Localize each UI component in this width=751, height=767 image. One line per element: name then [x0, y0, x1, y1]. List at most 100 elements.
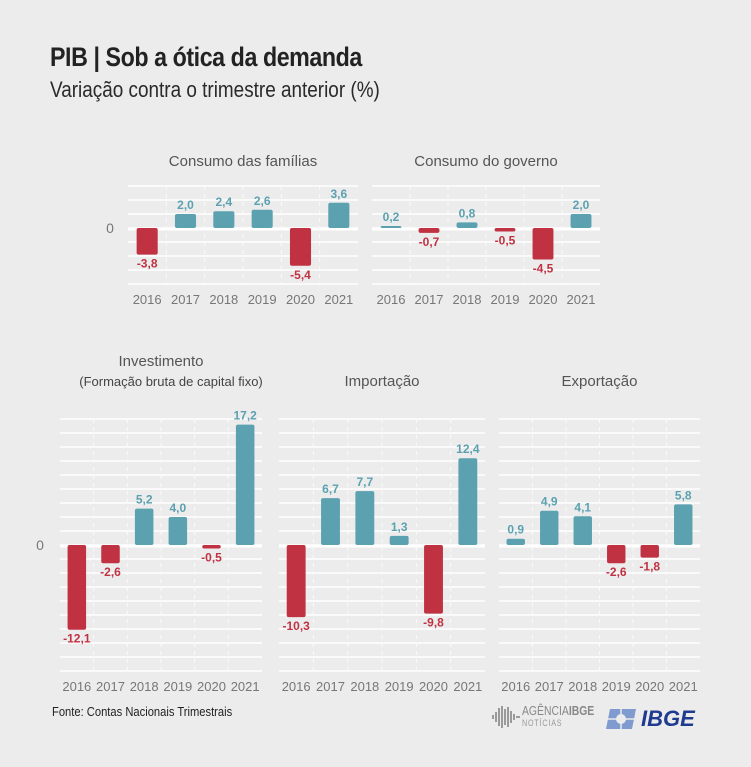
- bar-2019: [494, 228, 516, 232]
- bar-2017: [418, 228, 440, 233]
- data-label-2016: -10,3: [282, 619, 310, 633]
- source-note: Fonte: Contas Nacionais Trimestrais: [52, 704, 233, 719]
- data-label-2021: 17,2: [233, 409, 257, 423]
- data-label-2020: -9,8: [423, 616, 444, 630]
- panel-title: Investimento: [118, 353, 203, 370]
- data-label-2019: 2,6: [254, 194, 271, 208]
- x-tick-2016: 2016: [133, 292, 162, 307]
- chart-subtitle: Variação contra o trimestre anterior (%): [50, 77, 380, 102]
- agencia-label: AGÊNCIA: [522, 703, 569, 718]
- x-tick-2016: 2016: [501, 679, 530, 694]
- data-label-2016: 0,2: [383, 210, 400, 224]
- bar-2017: [174, 214, 197, 228]
- data-label-2016: 0,9: [507, 523, 524, 537]
- x-tick-2019: 2019: [163, 679, 192, 694]
- bar-2016: [380, 226, 402, 228]
- data-label-2018: 5,2: [136, 493, 153, 507]
- data-label-2017: -0,7: [419, 235, 440, 249]
- agencia-ibge-logo: AGÊNCIAIBGE NOTÍCIAS: [492, 704, 612, 730]
- ibge-wordmark: IBGE: [641, 706, 695, 731]
- bar-2016: [286, 545, 306, 618]
- chart-title: PIB | Sob a ótica da demanda: [50, 42, 362, 72]
- bar-2017: [101, 545, 120, 564]
- data-label-2017: 6,7: [322, 482, 339, 496]
- bar-2020: [424, 545, 443, 614]
- x-tick-2020: 2020: [635, 679, 664, 694]
- data-label-2017: 4,9: [541, 495, 558, 509]
- data-label-2016: -3,8: [137, 257, 158, 271]
- panel-title: Importação: [344, 373, 419, 390]
- bar-2020: [532, 228, 554, 260]
- data-label-2020: -5,4: [290, 268, 311, 282]
- x-tick-2021: 2021: [453, 679, 482, 694]
- bar-2018: [456, 222, 478, 228]
- x-tick-2021: 2021: [669, 679, 698, 694]
- data-label-2021: 12,4: [456, 442, 480, 456]
- ibge-emblem-icon: [606, 709, 636, 729]
- x-tick-2020: 2020: [419, 679, 448, 694]
- data-label-2017: 2,0: [177, 198, 194, 212]
- data-label-2017: -2,6: [100, 565, 121, 579]
- x-tick-2020: 2020: [529, 292, 558, 307]
- panel-subtitle: (Formação bruta de capital fixo): [79, 374, 263, 389]
- bar-2019: [607, 545, 626, 564]
- data-label-2021: 5,8: [675, 488, 692, 502]
- data-label-2020: -0,5: [201, 551, 222, 565]
- x-tick-2018: 2018: [209, 292, 238, 307]
- agencia-ibge-text: AGÊNCIAIBGE NOTÍCIAS: [522, 703, 595, 729]
- data-label-2018: 2,4: [215, 195, 232, 209]
- bar-2016: [136, 228, 158, 255]
- bar-2016: [67, 545, 87, 630]
- x-tick-2017: 2017: [415, 292, 444, 307]
- x-tick-2018: 2018: [130, 679, 159, 694]
- bar-2016: [506, 538, 525, 545]
- x-tick-2019: 2019: [602, 679, 631, 694]
- data-label-2018: 7,7: [356, 475, 373, 489]
- x-tick-2020: 2020: [197, 679, 226, 694]
- x-tick-2017: 2017: [171, 292, 200, 307]
- data-label-2019: 4,0: [169, 501, 186, 515]
- bar-2018: [573, 516, 592, 545]
- data-label-2019: 1,3: [391, 520, 408, 534]
- ibge-logo: IBGE: [606, 706, 695, 732]
- zero-axis-label: 0: [106, 220, 114, 236]
- bar-2017: [321, 498, 340, 545]
- data-label-2016: -12,1: [63, 632, 91, 646]
- x-tick-2020: 2020: [286, 292, 315, 307]
- panel-title: Consumo do governo: [414, 153, 557, 170]
- agencia-noticias-label: NOTÍCIAS: [522, 718, 563, 728]
- x-tick-2021: 2021: [324, 292, 353, 307]
- bar-2019: [389, 535, 409, 545]
- x-tick-2019: 2019: [385, 679, 414, 694]
- bar-2018: [355, 491, 375, 545]
- x-tick-2017: 2017: [535, 679, 564, 694]
- bar-2018: [134, 508, 154, 545]
- bar-2020: [202, 545, 221, 549]
- bar-2018: [213, 211, 235, 228]
- bar-2020: [289, 228, 312, 266]
- data-label-2021: 2,0: [573, 198, 590, 212]
- x-tick-2021: 2021: [567, 292, 596, 307]
- x-tick-2016: 2016: [282, 679, 311, 694]
- data-label-2020: -1,8: [639, 560, 660, 574]
- bar-2021: [235, 424, 255, 545]
- bar-2021: [674, 504, 693, 545]
- zero-axis-label: 0: [36, 537, 44, 553]
- bar-2021: [328, 202, 350, 228]
- data-label-2018: 4,1: [574, 500, 591, 514]
- x-tick-2019: 2019: [248, 292, 277, 307]
- x-tick-2017: 2017: [316, 679, 345, 694]
- panel-title: Exportação: [562, 373, 638, 390]
- x-tick-2016: 2016: [377, 292, 406, 307]
- data-label-2019: -0,5: [495, 234, 516, 248]
- agencia-ibge-icon: [492, 706, 520, 728]
- bar-2019: [168, 517, 188, 545]
- x-tick-2017: 2017: [96, 679, 125, 694]
- x-tick-2018: 2018: [453, 292, 482, 307]
- data-label-2018: 0,8: [459, 206, 476, 220]
- bar-2020: [640, 545, 659, 558]
- bar-2017: [540, 510, 559, 545]
- agencia-ibge-label: IBGE: [568, 703, 595, 718]
- bar-2021: [570, 214, 592, 228]
